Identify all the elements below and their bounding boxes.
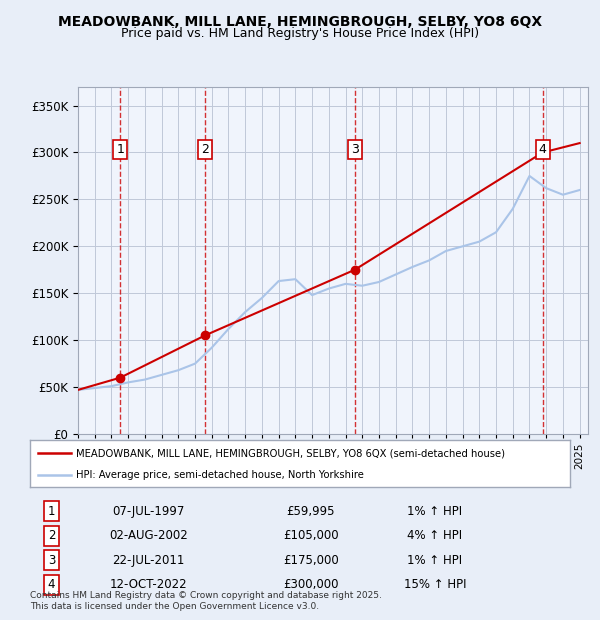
Text: £59,995: £59,995: [287, 505, 335, 518]
Text: 4: 4: [539, 143, 547, 156]
Text: 1: 1: [116, 143, 124, 156]
Text: £300,000: £300,000: [283, 578, 338, 591]
Text: HPI: Average price, semi-detached house, North Yorkshire: HPI: Average price, semi-detached house,…: [76, 470, 364, 480]
Text: 1% ↑ HPI: 1% ↑ HPI: [407, 554, 463, 567]
Text: 2: 2: [201, 143, 209, 156]
Text: 02-AUG-2002: 02-AUG-2002: [109, 529, 188, 542]
Text: 12-OCT-2022: 12-OCT-2022: [110, 578, 188, 591]
Text: 4: 4: [48, 578, 55, 591]
Text: 2: 2: [48, 529, 55, 542]
Text: 4% ↑ HPI: 4% ↑ HPI: [407, 529, 463, 542]
Text: £175,000: £175,000: [283, 554, 338, 567]
Text: 3: 3: [48, 554, 55, 567]
Text: 1: 1: [48, 505, 55, 518]
Text: 22-JUL-2011: 22-JUL-2011: [113, 554, 185, 567]
Text: MEADOWBANK, MILL LANE, HEMINGBROUGH, SELBY, YO8 6QX (semi-detached house): MEADOWBANK, MILL LANE, HEMINGBROUGH, SEL…: [76, 448, 505, 458]
Text: 15% ↑ HPI: 15% ↑ HPI: [404, 578, 466, 591]
Text: Contains HM Land Registry data © Crown copyright and database right 2025.
This d: Contains HM Land Registry data © Crown c…: [30, 591, 382, 611]
Text: MEADOWBANK, MILL LANE, HEMINGBROUGH, SELBY, YO8 6QX: MEADOWBANK, MILL LANE, HEMINGBROUGH, SEL…: [58, 16, 542, 30]
Text: 07-JUL-1997: 07-JUL-1997: [113, 505, 185, 518]
Text: Price paid vs. HM Land Registry's House Price Index (HPI): Price paid vs. HM Land Registry's House …: [121, 27, 479, 40]
Text: 1% ↑ HPI: 1% ↑ HPI: [407, 505, 463, 518]
Text: 3: 3: [351, 143, 359, 156]
Text: £105,000: £105,000: [283, 529, 338, 542]
